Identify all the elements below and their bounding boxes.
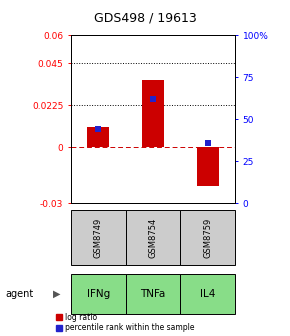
Text: GSM8754: GSM8754 [148, 218, 157, 258]
Text: GDS498 / 19613: GDS498 / 19613 [94, 12, 196, 25]
Text: agent: agent [6, 289, 34, 299]
Bar [142, 80, 164, 147]
Text: IL4: IL4 [200, 289, 215, 299]
Text: GSM8759: GSM8759 [203, 218, 212, 258]
Text: IFNg: IFNg [87, 289, 110, 299]
Text: GSM8749: GSM8749 [94, 218, 103, 258]
Text: ▶: ▶ [53, 289, 61, 299]
Bar [87, 127, 109, 147]
Bar [197, 147, 218, 186]
Legend: log ratio, percentile rank within the sample: log ratio, percentile rank within the sa… [56, 313, 195, 332]
Text: TNFa: TNFa [140, 289, 166, 299]
